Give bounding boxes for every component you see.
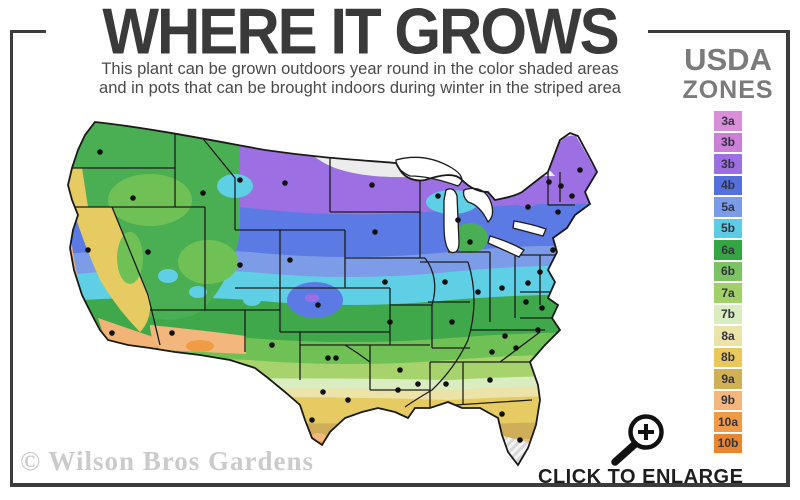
- subtitle-line-2: and in pots that can be brought indoors …: [99, 79, 621, 97]
- city-markers: [85, 149, 583, 443]
- zone-swatch-9b: 9b: [714, 390, 742, 410]
- zone-swatch-5b: 5b: [714, 218, 742, 238]
- zone-swatch-7a: 7a: [714, 283, 742, 303]
- zone-swatch-10b: 10b: [714, 433, 742, 453]
- frame-line: [10, 483, 790, 487]
- zone-swatch-8b: 8b: [714, 347, 742, 367]
- page-subtitle: This plant can be grown outdoors year ro…: [40, 60, 680, 98]
- magnifying-glass-plus-icon[interactable]: [605, 408, 670, 470]
- zone-swatch-3b: 3b: [714, 154, 742, 174]
- legend-title-line-2: ZONES: [682, 76, 774, 104]
- zone-legend: 3a 3b 3b 4b 5a 5b 6a 6b 7a 7b 8a 8b 9a 9b 10a 10b: [714, 111, 742, 455]
- page-title: WHERE IT GROWS: [102, 0, 619, 68]
- zone-swatch-5a: 5a: [714, 197, 742, 217]
- zone-swatch-10a: 10a: [714, 412, 742, 432]
- frame-line: [786, 30, 790, 487]
- watermark: © Wilson Bros Gardens: [20, 446, 314, 476]
- zone-swatch-8a: 8a: [714, 326, 742, 346]
- zone-swatch-9a: 9a: [714, 369, 742, 389]
- frame-line: [10, 30, 13, 487]
- click-to-enlarge-button[interactable]: CLICK TO ENLARGE: [538, 466, 744, 488]
- zone-swatch-6a: 6a: [714, 240, 742, 260]
- usa-outline: [67, 121, 599, 467]
- zone-swatch-4b: 4b: [714, 175, 742, 195]
- legend-title: USDA ZONES: [668, 44, 788, 103]
- great-lakes: [395, 156, 547, 258]
- subtitle-line-1: This plant can be grown outdoors year ro…: [101, 60, 619, 78]
- zone-swatch-7b: 7b: [714, 304, 742, 324]
- legend-title-line-1: USDA: [684, 42, 772, 77]
- zone-swatch-6b: 6b: [714, 261, 742, 281]
- frame-line: [10, 30, 46, 33]
- state-borders: [68, 132, 575, 408]
- frame-line: [648, 30, 790, 33]
- zone-swatch-3a: 3a: [714, 111, 742, 131]
- zone-swatch-3b: 3b: [714, 132, 742, 152]
